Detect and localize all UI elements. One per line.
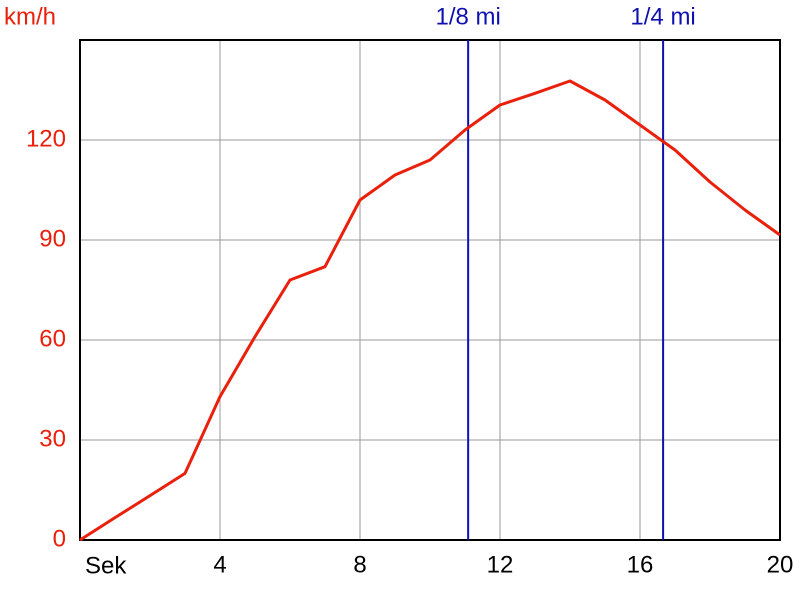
y-tick-label: 0 (53, 525, 66, 552)
y-tick-label: 120 (26, 125, 66, 152)
x-tick-label: 16 (627, 551, 654, 578)
x-axis-label: Sek (85, 552, 127, 579)
y-tick-label: 60 (39, 325, 66, 352)
x-tick-label: 8 (353, 551, 366, 578)
distance-label: 1/4 mi (630, 3, 695, 30)
distance-label: 1/8 mi (435, 3, 500, 30)
x-tick-label: 20 (767, 551, 794, 578)
y-tick-label: 90 (39, 225, 66, 252)
x-tick-label: 4 (213, 551, 226, 578)
y-axis-label: km/h (4, 3, 56, 30)
x-tick-label: 12 (487, 551, 514, 578)
speed-line (79, 79, 781, 542)
plot-border (79, 39, 781, 541)
y-tick-label: 30 (39, 425, 66, 452)
